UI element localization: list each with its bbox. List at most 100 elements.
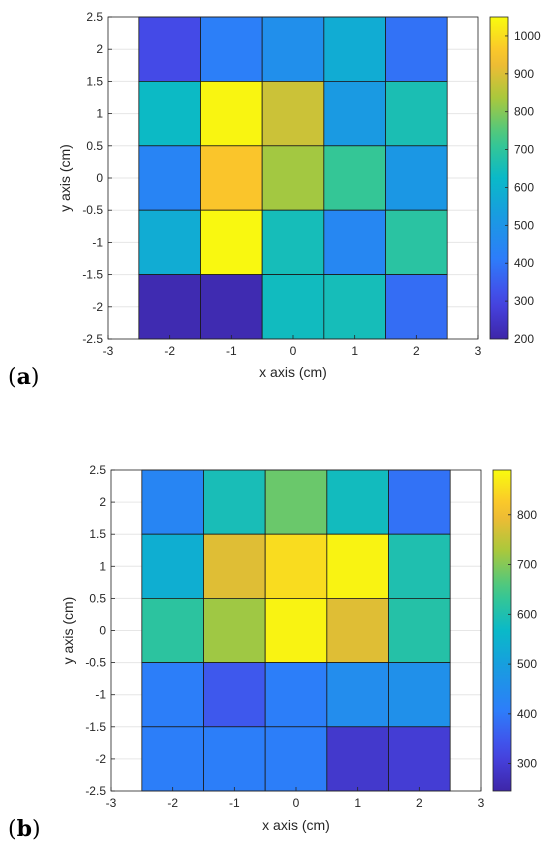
y-tick-label: 2.5 — [86, 10, 103, 24]
panel-label: (a) — [8, 364, 39, 390]
x-tick-label: -2 — [167, 796, 178, 810]
heatmap-cell — [385, 209, 448, 275]
colorbar-tick-label: 800 — [517, 508, 537, 522]
colorbar-tick-label: 400 — [514, 256, 534, 270]
y-tick-label: -1.5 — [82, 268, 103, 282]
panel-label: (b) — [8, 816, 41, 842]
heatmap-cell — [200, 274, 263, 340]
heatmap-cell — [261, 145, 325, 211]
colorbar — [489, 16, 509, 340]
colorbar-tick-label: 600 — [514, 180, 534, 194]
y-axis-label: y axis (cm) — [57, 144, 73, 212]
heatmap-cell — [264, 469, 328, 535]
x-tick-label: 0 — [293, 796, 300, 810]
x-tick-label: 0 — [290, 344, 297, 358]
colorbar-tick-label: 500 — [517, 657, 537, 671]
colorbar-tick-label: 700 — [514, 143, 534, 157]
heatmap-cell — [264, 598, 328, 664]
heatmap-cell — [388, 662, 451, 728]
heatmap-cell — [138, 274, 201, 340]
x-tick-label: -3 — [103, 344, 114, 358]
heatmap-cell — [326, 726, 389, 792]
heatmap-cell — [323, 81, 386, 147]
heatmap-cell — [141, 726, 204, 792]
heatmap-cell — [261, 16, 325, 82]
y-tick-label: 2 — [96, 42, 103, 56]
panel-label-close: ) — [32, 817, 41, 842]
heatmap-cell — [200, 209, 263, 275]
x-tick-label: -2 — [164, 344, 175, 358]
panel-a: -3 -2 -1 0 1 2 3 2.5 2 1.5 1 0.5 0 -0.5 -1 -1.5 -2 -2.5 x … — [8, 10, 541, 390]
x-tick-label: 2 — [413, 344, 420, 358]
y-tick-label: -0.5 — [85, 656, 106, 670]
colorbar-tick-label: 600 — [517, 607, 537, 621]
heatmap-cell — [323, 16, 386, 82]
heatmap-cell — [261, 209, 325, 275]
y-tick-label: 0 — [99, 624, 106, 638]
y-tick-label: -2.5 — [85, 784, 106, 798]
heatmap-cell — [326, 598, 389, 664]
y-tick-label: 1 — [99, 559, 106, 573]
x-axis-label: x axis (cm) — [259, 364, 327, 380]
y-tick-label: 1 — [96, 107, 103, 121]
y-tick-label: 2.5 — [89, 463, 106, 477]
colorbar-tick-label: 700 — [517, 558, 537, 572]
heatmap-cell — [203, 662, 266, 728]
y-tick-label: -2 — [92, 300, 103, 314]
heatmap-cell — [203, 469, 266, 535]
colorbar-tick-label: 400 — [517, 707, 537, 721]
heatmap-cell — [323, 145, 386, 211]
heatmap-cell — [326, 533, 389, 599]
panel-label-open: ( — [8, 817, 17, 842]
y-tick-label: -1 — [95, 688, 106, 702]
heatmap-cell — [138, 16, 201, 82]
colorbar-tick-label: 300 — [517, 757, 537, 771]
x-tick-label: 1 — [351, 344, 358, 358]
heatmap-cell — [385, 274, 448, 340]
heatmap-cell — [203, 726, 266, 792]
heatmap-cell — [264, 726, 328, 792]
heatmap-cell — [138, 209, 201, 275]
heatmap-cell — [138, 145, 201, 211]
heatmap-cell — [141, 533, 204, 599]
heatmap-cell — [264, 533, 328, 599]
y-tick-label: 1.5 — [86, 74, 103, 88]
colorbar-tick-label: 900 — [514, 67, 534, 81]
heatmap-cell — [200, 145, 263, 211]
heatmap-cells — [138, 16, 448, 340]
heatmap-cell — [264, 662, 328, 728]
panel-label-letter: a — [17, 364, 31, 390]
colorbar-tick-label: 200 — [514, 332, 534, 346]
panel-b: -3 -2 -1 0 1 2 3 2.5 2 1.5 1 0.5 0 -0.5 -1 -1.5 -2 -2.5 x … — [8, 463, 537, 842]
heatmap-cell — [326, 469, 389, 535]
colorbar-tick-label: 500 — [514, 218, 534, 232]
colorbar — [492, 469, 512, 792]
heatmap-cell — [326, 662, 389, 728]
x-tick-label: -3 — [106, 796, 117, 810]
heatmap-cell — [141, 598, 204, 664]
y-tick-label: 0.5 — [86, 139, 103, 153]
heatmap-cell — [261, 274, 325, 340]
x-tick-label: 3 — [475, 344, 482, 358]
panel-label-letter: b — [17, 816, 32, 842]
heatmap-cell — [385, 16, 448, 82]
y-tick-label: 1.5 — [89, 527, 106, 541]
heatmap-cell — [388, 726, 451, 792]
y-tick-label: -2.5 — [82, 332, 103, 346]
x-axis-label: x axis (cm) — [262, 817, 330, 833]
colorbar-tick-label: 1000 — [514, 29, 541, 43]
y-tick-label: -0.5 — [82, 203, 103, 217]
heatmap-cell — [200, 16, 263, 82]
y-tick-label: -2 — [95, 752, 106, 766]
heatmap-cell — [203, 533, 266, 599]
x-tick-label: -1 — [226, 344, 237, 358]
panel-label-close: ) — [31, 365, 40, 390]
heatmap-cell — [385, 81, 448, 147]
heatmap-cell — [388, 533, 451, 599]
heatmap-cell — [141, 469, 204, 535]
colorbar-tick-label: 800 — [514, 105, 534, 119]
heatmap-cell — [323, 209, 386, 275]
heatmap-cell — [388, 598, 451, 664]
y-tick-label: 0 — [96, 171, 103, 185]
